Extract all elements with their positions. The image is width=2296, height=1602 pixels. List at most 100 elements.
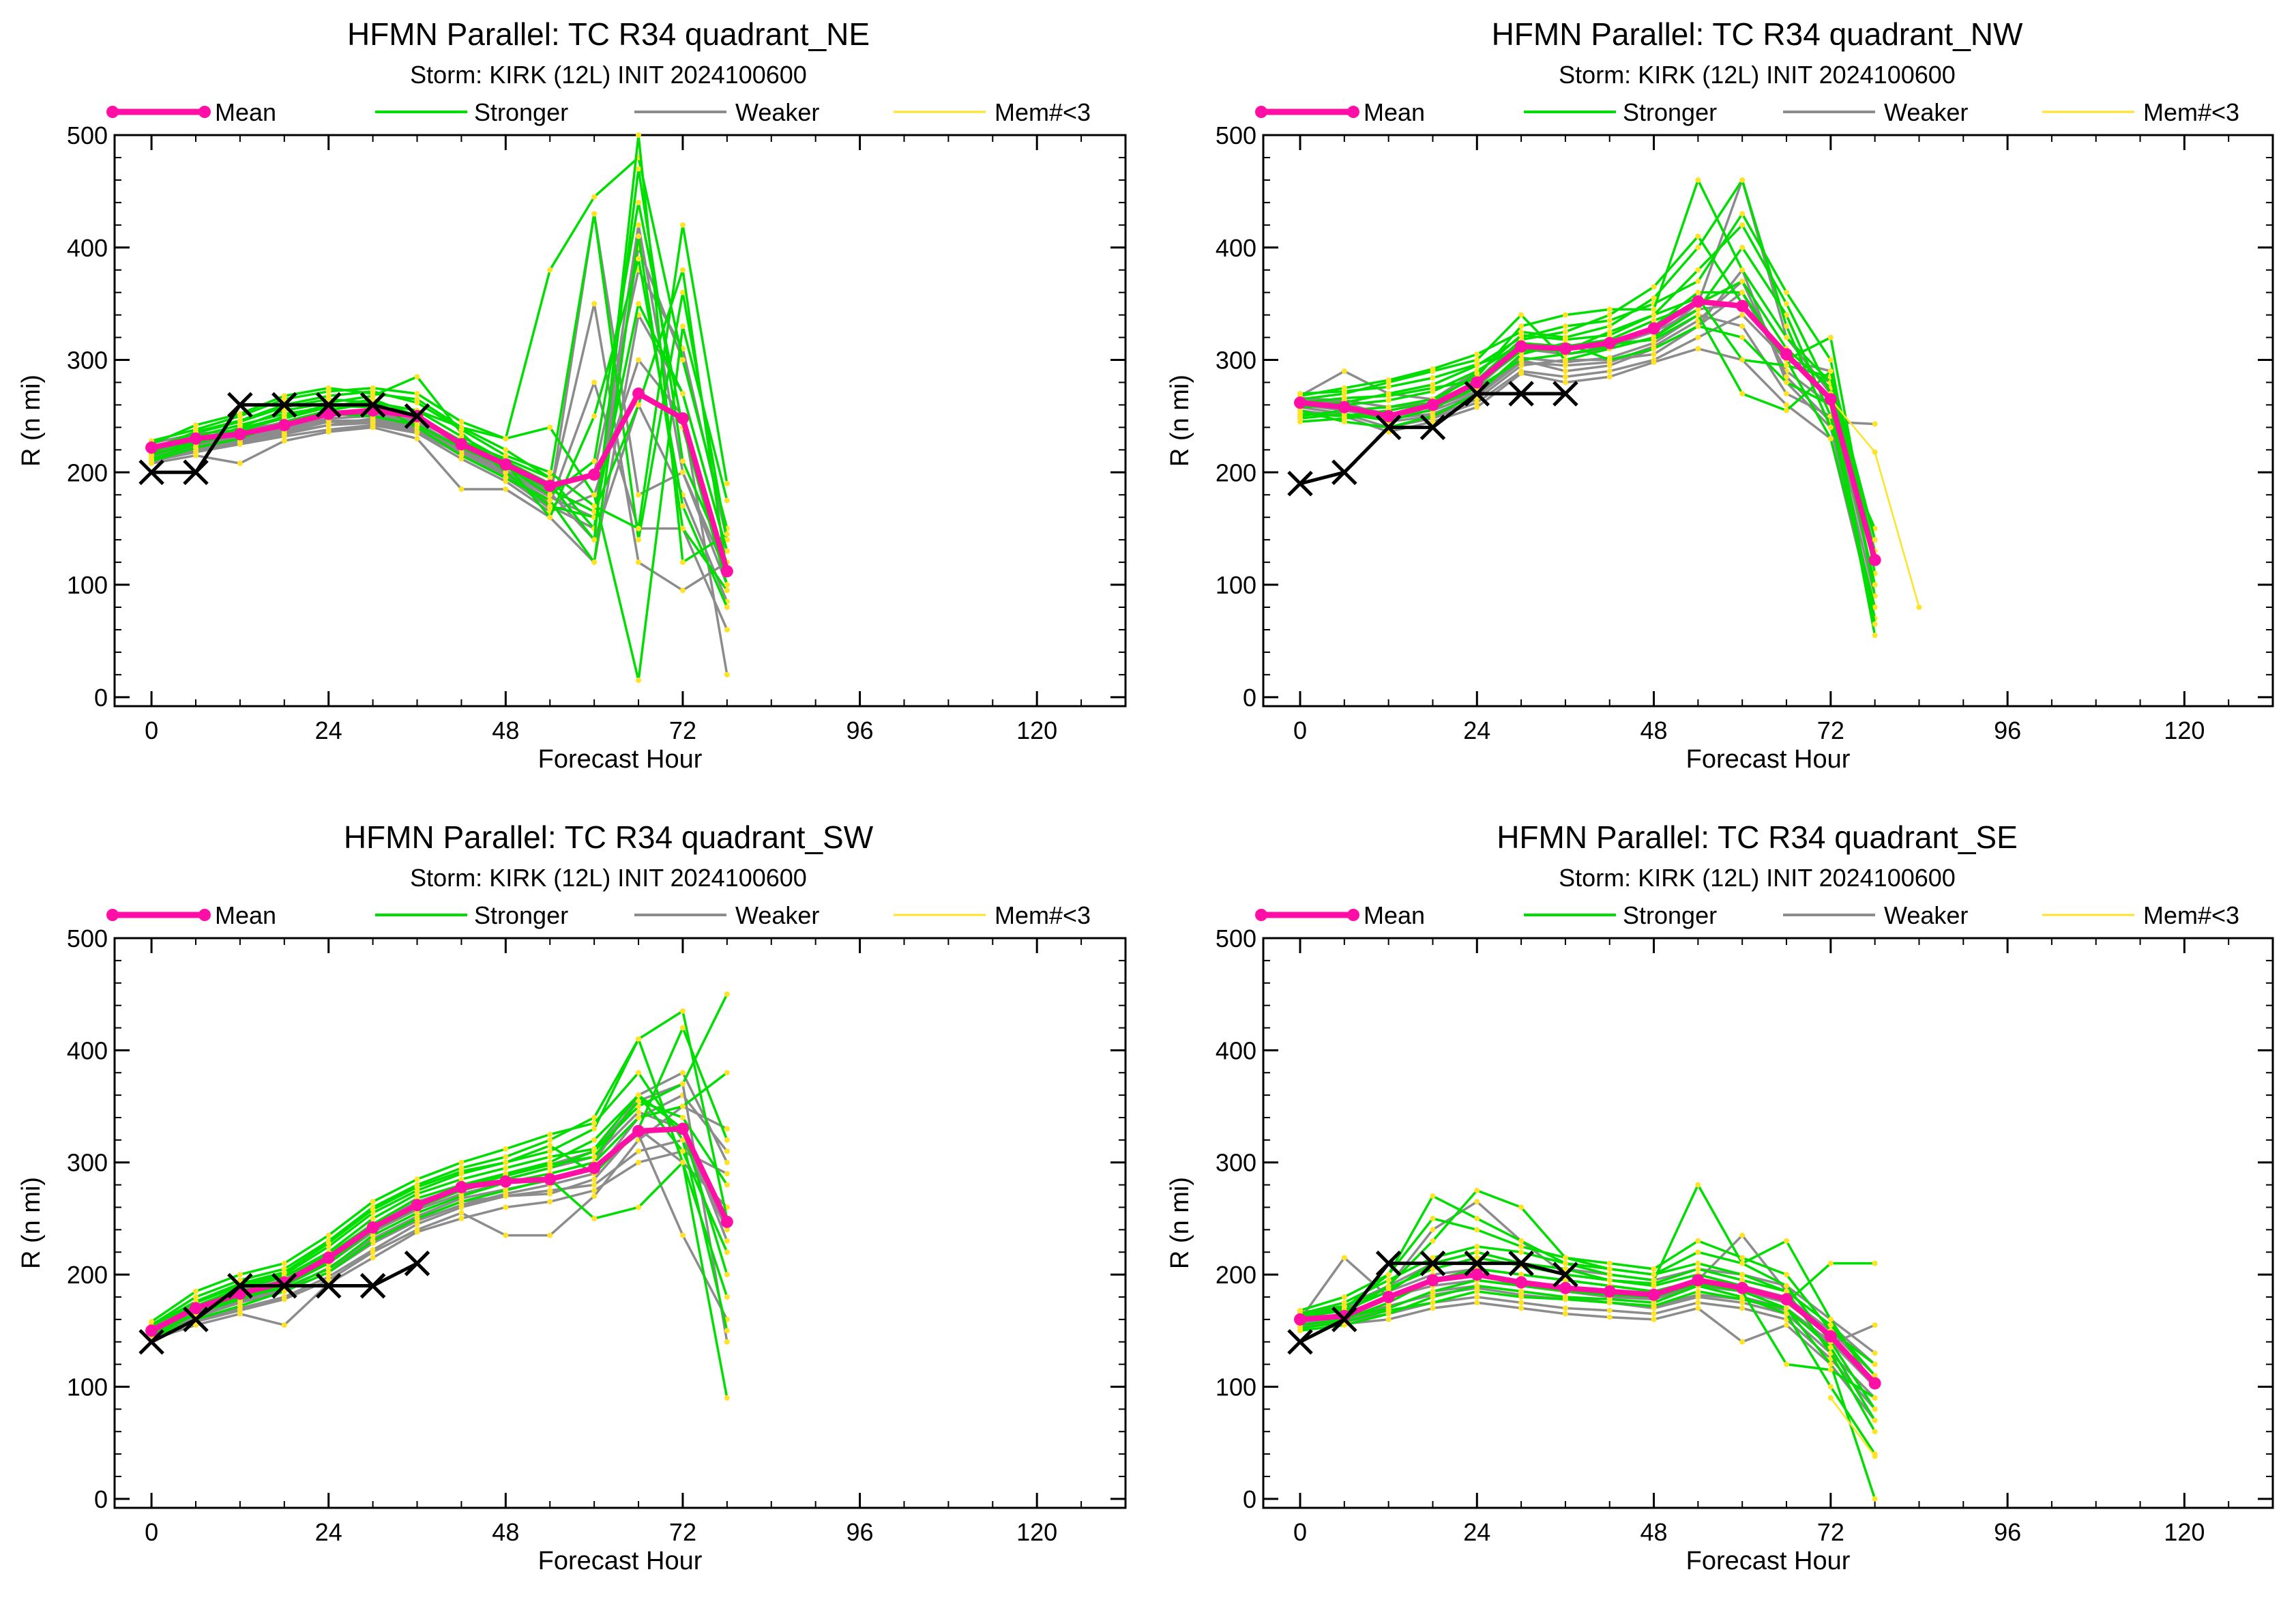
mean-point [1780,1293,1793,1306]
mean-point [1824,1330,1837,1343]
member-point [414,1215,420,1221]
mean-point [544,480,557,493]
member-line-stronger [151,224,728,530]
member-point [1651,317,1657,323]
best-track-marker [1464,1250,1490,1277]
member-line-weaker [1299,1251,1876,1354]
best-track-marker [1375,414,1402,441]
member-line-weaker [1299,347,1876,619]
member-point [1872,632,1878,639]
member-point [1474,1255,1480,1261]
member-point [636,1092,642,1098]
y-tick-label: 400 [1216,1036,1256,1064]
member-point [636,1114,642,1120]
y-axis-label: R (n mi) [17,375,46,467]
mean-point [1559,343,1572,355]
y-axis-label: R (n mi) [1166,375,1194,467]
member-point [1385,1277,1392,1283]
member-point [458,426,465,433]
x-tick-label: 120 [1016,716,1057,744]
member-point [1739,390,1746,396]
member-point [724,1148,730,1154]
member-point [1606,1272,1613,1278]
member-point [1341,1294,1347,1300]
mean-point [1824,393,1837,406]
member-point [1695,1182,1701,1188]
member-point [1651,1303,1657,1309]
legend-marker-mean [1347,106,1359,118]
member-point [1872,1322,1878,1328]
mean-point [1603,336,1616,349]
mean-point [411,1199,424,1212]
member-point [1562,374,1568,380]
member-point [724,1227,730,1233]
member-point [679,1008,686,1014]
member-point [1385,384,1392,390]
member-point [458,486,465,493]
mean-point [278,419,291,432]
member-point [1695,306,1701,312]
mean-point [1692,1274,1705,1287]
member-line-weaker [151,1133,728,1335]
member-point [1297,390,1304,396]
member-point [1430,413,1436,419]
member-point [1562,336,1568,343]
member-point [591,211,598,217]
member-point [458,1199,465,1205]
member-point [1518,357,1525,363]
member-point [1872,1395,1878,1401]
y-tick-label: 200 [67,1261,108,1289]
member-point [1430,1227,1436,1233]
plot-frame [1262,134,2274,708]
member-point [547,503,553,509]
member-point [591,1126,598,1132]
member-point [679,525,686,531]
mean-point [233,428,246,441]
x-axis-label: Forecast Hour [538,1547,703,1575]
mean-point [455,1180,468,1193]
mean-point [1338,400,1351,413]
member-line-stronger [1299,1240,1876,1388]
y-tick-label: 500 [1216,121,1256,149]
x-axis-label: Forecast Hour [538,745,703,774]
legend-label-mean: Mean [215,98,276,126]
member-point [1872,1453,1878,1459]
member-point [1562,1277,1568,1283]
member-line-weaker [151,381,728,630]
y-tick-label: 100 [1216,1373,1256,1401]
member-point [1518,1288,1525,1294]
legend: Mean Stronger Weaker Mem#<3 [106,98,1091,126]
member-point [1739,1305,1746,1311]
member-point [281,1288,287,1294]
member-point [636,1159,642,1165]
legend: Mean Stronger Weaker Mem#<3 [1255,98,2239,126]
member-point [1562,1260,1568,1266]
member-point [1827,1367,1834,1373]
y-tick-label: 100 [67,571,108,599]
member-point [1562,362,1568,368]
member-point [679,1137,686,1143]
best-track-marker [1375,1250,1402,1277]
member-point [1784,1311,1790,1317]
member-point [1651,312,1657,318]
member-point [591,537,598,543]
member-point [503,1146,509,1152]
member-point [237,461,243,467]
member-point [1297,1307,1304,1313]
member-point [1474,1244,1480,1250]
member-point [1784,1305,1790,1311]
member-point [1872,537,1878,543]
x-tick-label: 48 [1640,716,1668,744]
member-point [679,323,686,330]
best-track-marker [359,392,386,418]
member-point [1606,312,1613,318]
member-point [636,233,642,239]
member-point [414,374,420,380]
best-track-marker [1508,1250,1534,1277]
member-point [1739,289,1746,295]
plot-area [1287,177,1922,639]
best-track-marker [183,459,209,486]
legend-label-few: Mem#<3 [995,98,1091,126]
member-point [1474,1283,1480,1289]
